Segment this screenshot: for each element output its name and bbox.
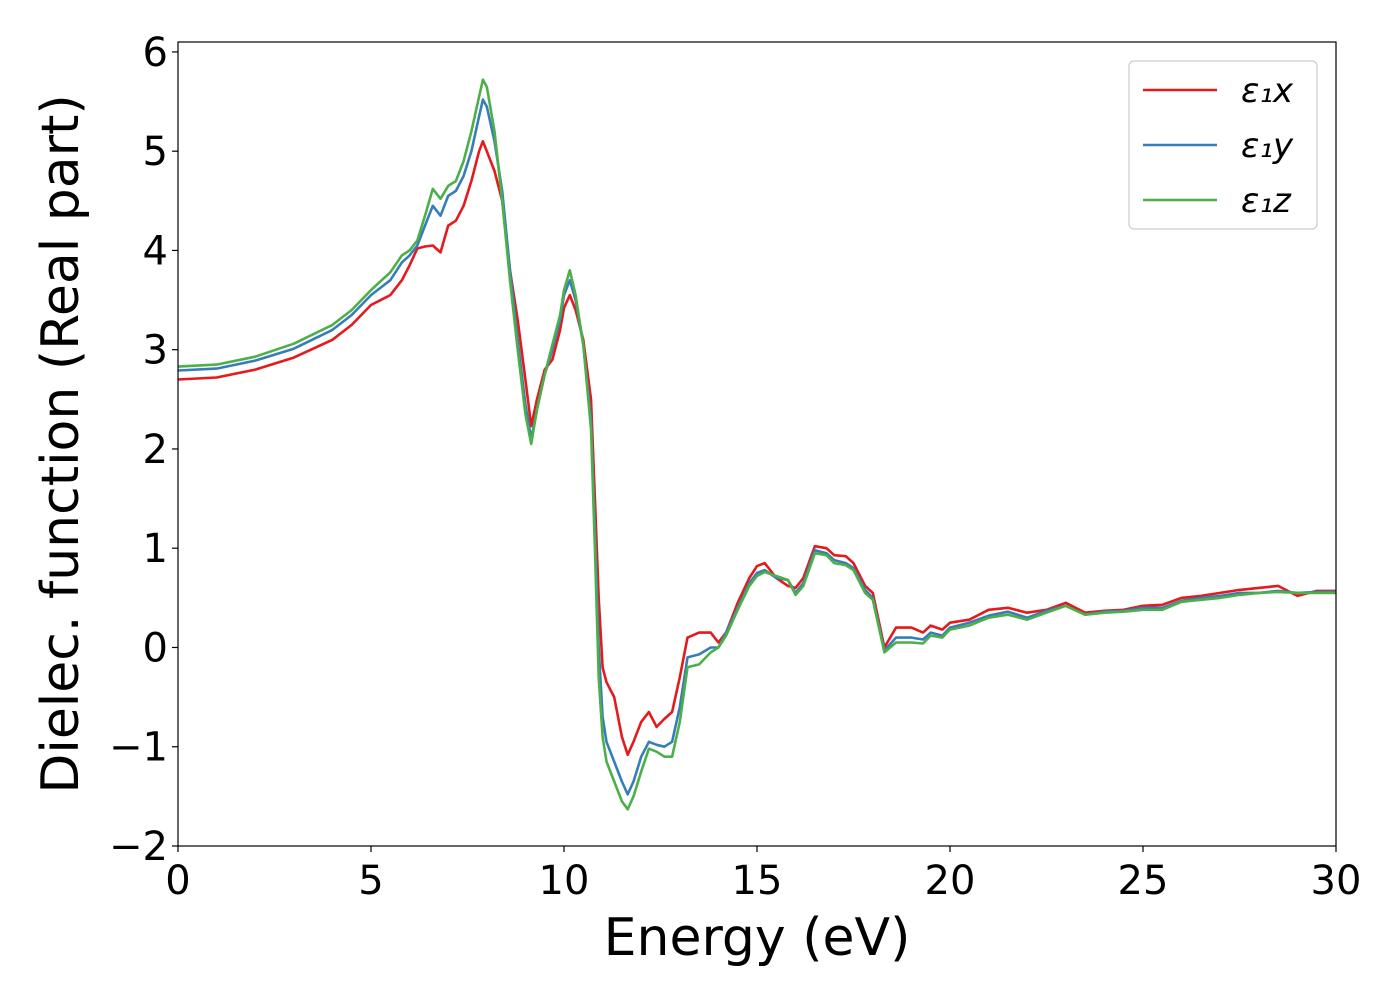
series-line-2 bbox=[177, 98, 1336, 796]
legend: ε₁x ε₁y ε₁z bbox=[1128, 60, 1318, 230]
series-line-1 bbox=[177, 140, 1336, 757]
y-tick-label: 2 bbox=[143, 427, 168, 473]
x-tick-label: 20 bbox=[925, 858, 976, 904]
series-line-3 bbox=[177, 78, 1336, 811]
y-tick-label: 4 bbox=[143, 228, 168, 274]
y-tick-label: 6 bbox=[143, 30, 168, 76]
series-layer bbox=[177, 78, 1336, 811]
x-tick-label: 30 bbox=[1311, 858, 1362, 904]
x-tick-label: 15 bbox=[732, 858, 783, 904]
y-tick-label: −2 bbox=[109, 824, 168, 870]
x-tick-label: 5 bbox=[358, 858, 383, 904]
y-tick-label: 1 bbox=[143, 526, 168, 572]
y-tick-label: 3 bbox=[143, 328, 168, 374]
y-axis-title: Dielec. function (Real part) bbox=[31, 94, 91, 793]
legend-box bbox=[1128, 60, 1318, 230]
x-tick-label: 25 bbox=[1118, 858, 1169, 904]
legend-label-3: ε₁z bbox=[1241, 181, 1292, 221]
x-axis-title: Energy (eV) bbox=[604, 908, 911, 968]
y-tick-label: 5 bbox=[143, 129, 168, 175]
y-tick-label: 0 bbox=[143, 625, 168, 671]
x-tick-label: 0 bbox=[165, 858, 190, 904]
x-tick-label: 10 bbox=[539, 858, 590, 904]
y-tick-label: −1 bbox=[109, 725, 168, 771]
legend-label-2: ε₁y bbox=[1241, 126, 1294, 166]
x-axis-ticks: 0 5 10 15 20 25 30 bbox=[165, 846, 1361, 904]
y-axis-ticks: −2 −1 0 1 2 3 4 5 6 bbox=[109, 30, 178, 870]
legend-label-1: ε₁x bbox=[1241, 71, 1294, 111]
